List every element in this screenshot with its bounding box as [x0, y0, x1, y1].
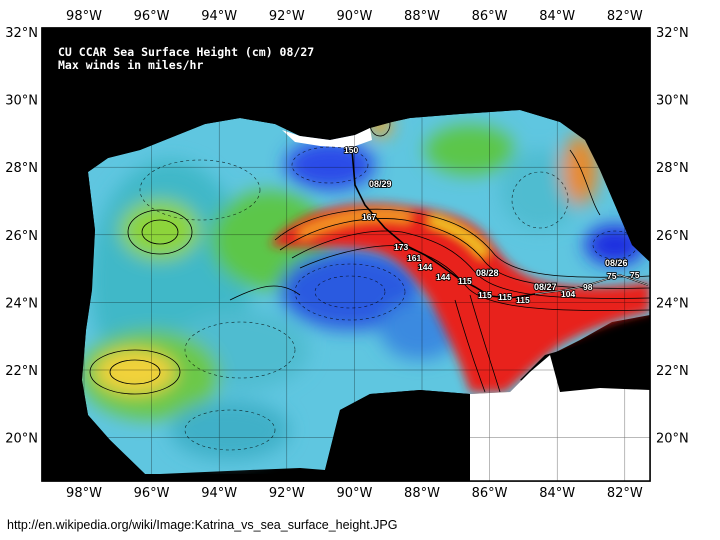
- longitude-labels-bottom: 98°W 96°W 94°W 92°W 90°W 88°W 86°W 84°W 82°W: [66, 486, 643, 501]
- longitude-label-top: 96°W: [134, 9, 170, 24]
- longitude-label-bottom: 96°W: [134, 486, 170, 501]
- longitude-label-bottom: 86°W: [472, 486, 508, 501]
- wind-label: 75: [607, 271, 617, 281]
- longitude-label-top: 84°W: [539, 9, 575, 24]
- latitude-label-left: 26°N: [5, 229, 38, 244]
- latitude-label-right: 28°N: [656, 161, 689, 176]
- longitude-label-bottom: 94°W: [201, 486, 237, 501]
- map-subtitle: Max winds in miles/hr: [58, 58, 203, 72]
- wind-speed-labels: 75 75 98 104 115 115 115 115 144 144 161…: [343, 144, 640, 306]
- track-date-labels: 08/26 08/27 08/28 08/29: [368, 178, 628, 293]
- longitude-label-bottom: 90°W: [336, 486, 372, 501]
- latitude-labels-left: 32°N 30°N 28°N 26°N 24°N 22°N 20°N: [5, 26, 38, 447]
- wind-label: 144: [436, 272, 450, 282]
- latitude-label-left: 22°N: [5, 364, 38, 379]
- no-data-region: [470, 355, 650, 481]
- wind-label: 104: [561, 289, 575, 299]
- latitude-label-right: 22°N: [656, 364, 689, 379]
- longitude-label-bottom: 92°W: [269, 486, 305, 501]
- latitude-label-right: 32°N: [656, 26, 689, 41]
- wind-label: 75: [630, 270, 640, 280]
- latitude-label-left: 20°N: [5, 432, 38, 447]
- wind-label: 115: [498, 292, 512, 302]
- date-label: 08/26: [605, 258, 628, 268]
- ocean-field: [80, 110, 650, 474]
- height-contours: [89, 111, 650, 395]
- date-label: 08/27: [534, 282, 557, 292]
- latitude-label-left: 24°N: [5, 296, 38, 311]
- wind-label: 173: [394, 242, 408, 252]
- latitude-label-right: 26°N: [656, 229, 689, 244]
- negative-contours: [139, 146, 638, 457]
- date-label: 08/28: [476, 268, 499, 278]
- longitude-label-bottom: 88°W: [404, 486, 440, 501]
- longitude-label-bottom: 98°W: [66, 486, 102, 501]
- hurricane-track: [351, 149, 649, 299]
- longitude-label-top: 88°W: [404, 9, 440, 24]
- longitude-label-top: 94°W: [201, 9, 237, 24]
- wind-label: 115: [458, 276, 472, 286]
- longitude-label-bottom: 84°W: [539, 486, 575, 501]
- date-label: 08/29: [369, 179, 392, 189]
- longitude-label-top: 86°W: [472, 9, 508, 24]
- latitude-labels-right: 32°N 30°N 28°N 26°N 24°N 22°N 20°N: [656, 26, 689, 447]
- latitude-label-left: 32°N: [5, 26, 38, 41]
- latitude-label-left: 30°N: [5, 94, 38, 109]
- source-caption: http://en.wikipedia.org/wiki/Image:Katri…: [7, 518, 398, 532]
- wind-label: 150: [344, 145, 358, 155]
- wind-label: 161: [407, 253, 421, 263]
- wind-label: 115: [516, 295, 530, 305]
- latitude-label-right: 24°N: [656, 296, 689, 311]
- map-title: CU CCAR Sea Surface Height (cm) 08/27: [58, 45, 314, 59]
- latitude-label-right: 20°N: [656, 432, 689, 447]
- longitude-label-top: 90°W: [336, 9, 372, 24]
- wind-label: 167: [362, 212, 376, 222]
- latitude-label-right: 30°N: [656, 94, 689, 109]
- longitude-label-top: 92°W: [269, 9, 305, 24]
- wind-label: 144: [418, 262, 432, 272]
- longitude-label-top: 82°W: [607, 9, 643, 24]
- wind-label: 98: [583, 282, 593, 292]
- lat-lon-grid: [42, 28, 650, 481]
- latitude-label-left: 28°N: [5, 161, 38, 176]
- longitude-labels-top: 98°W 96°W 94°W 92°W 90°W 88°W 86°W 84°W 82°W: [66, 9, 643, 24]
- longitude-label-bottom: 82°W: [607, 486, 643, 501]
- longitude-label-top: 98°W: [66, 9, 102, 24]
- coastline: [42, 28, 650, 481]
- wind-label: 115: [478, 290, 492, 300]
- no-data-strip: [282, 128, 372, 148]
